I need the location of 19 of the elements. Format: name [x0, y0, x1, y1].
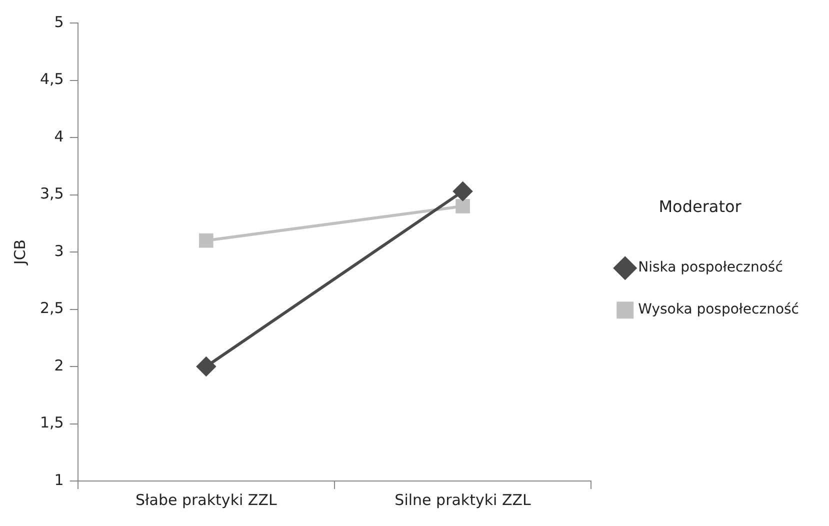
y-tick-label: 1 [54, 470, 64, 489]
legend-label: Niska pospołeczność [638, 260, 783, 276]
y-tick-label: 1,5 [40, 414, 64, 432]
point [196, 357, 216, 376]
y-tick-label: 4 [54, 127, 64, 146]
y-axis-title: JCB [10, 239, 29, 266]
x-tick-label: Silne praktyki ZZL [394, 490, 532, 509]
y-tick-label: 2 [54, 356, 64, 374]
y-tick-label: 5 [54, 12, 64, 31]
y-tick-label: 3 [54, 242, 64, 260]
point [199, 233, 214, 248]
point [456, 199, 470, 214]
y-tick-label: 3,5 [40, 184, 64, 203]
y-tick-label: 2,5 [40, 299, 64, 318]
legend-title: Moderator [658, 197, 742, 216]
legend-label: Wysoka pospołeczność [638, 302, 800, 318]
point [453, 182, 472, 201]
x-tick-label: Słabe praktyki ZZL [135, 490, 278, 509]
y-tick-label: 4,5 [40, 70, 64, 88]
